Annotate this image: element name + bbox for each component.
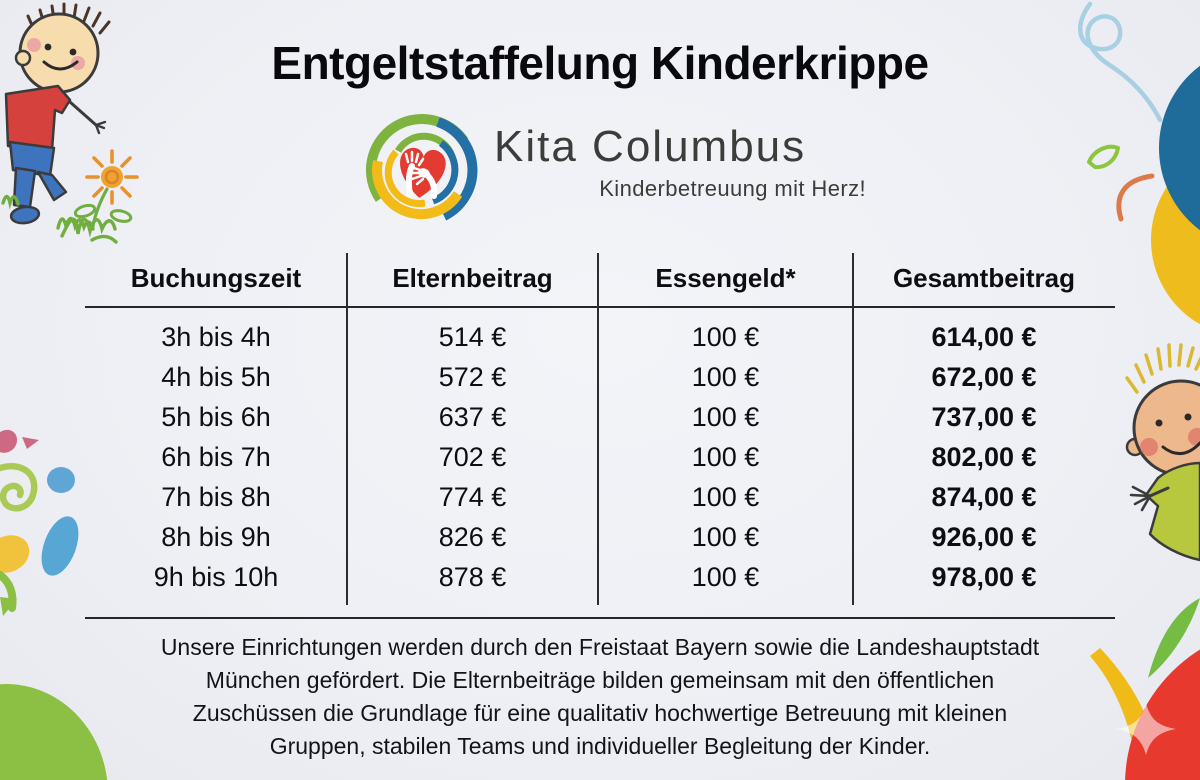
- table-cell-essengeld: 100 €: [691, 441, 760, 472]
- kita-columbus-logo: Kita Columbus Kinderbetreuung mit Herz!: [360, 104, 880, 236]
- table-cell-buchungszeit: 6h bis 7h: [161, 441, 271, 472]
- table-cell-elternbeitrag: 826 €: [438, 521, 507, 552]
- table-cell-gesamtbeitrag: 737,00 €: [931, 401, 1037, 432]
- table-cell-buchungszeit: 9h bis 10h: [153, 561, 279, 592]
- funding-note-line: Unsere Einrichtungen werden durch den Fr…: [160, 634, 1040, 660]
- table-cell-gesamtbeitrag: 614,00 €: [931, 321, 1037, 352]
- table-header-row: Buchungszeit Elternbeitrag Essengeld* Ge…: [85, 250, 1115, 308]
- table-cell-essengeld: 100 €: [691, 401, 760, 432]
- funding-note: Unsere Einrichtungen werden durch den Fr…: [0, 631, 1200, 763]
- table-cell-elternbeitrag: 514 €: [438, 321, 507, 352]
- column-header-buchungszeit: Buchungszeit: [130, 262, 302, 293]
- funding-note-line: Gruppen, stabilen Teams und individuelle…: [269, 733, 931, 759]
- funding-note-line: München gefördert. Die Elternbeiträge bi…: [205, 667, 995, 693]
- column-divider: [852, 253, 854, 605]
- table-row: 4h bis 5h 572 € 100 € 672,00 €: [85, 357, 1115, 397]
- table-cell-gesamtbeitrag: 926,00 €: [931, 521, 1037, 552]
- table-cell-elternbeitrag: 878 €: [438, 561, 507, 592]
- table-cell-elternbeitrag: 572 €: [438, 361, 507, 392]
- logo-text: Kita Columbus Kinderbetreuung mit Herz!: [494, 122, 866, 202]
- table-cell-elternbeitrag: 637 €: [438, 401, 507, 432]
- fee-table: Buchungszeit Elternbeitrag Essengeld* Ge…: [85, 250, 1115, 620]
- kita-columbus-logo-icon: [365, 113, 478, 221]
- table-row: 8h bis 9h 826 € 100 € 926,00 €: [85, 517, 1115, 557]
- table-cell-essengeld: 100 €: [691, 521, 760, 552]
- table-cell-elternbeitrag: 774 €: [438, 481, 507, 512]
- table-row: 5h bis 6h 637 € 100 € 737,00 €: [85, 397, 1115, 437]
- table-cell-essengeld: 100 €: [691, 361, 760, 392]
- table-cell-buchungszeit: 4h bis 5h: [161, 361, 271, 392]
- table-cell-buchungszeit: 8h bis 9h: [161, 521, 271, 552]
- table-cell-elternbeitrag: 702 €: [438, 441, 507, 472]
- table-cell-essengeld: 100 €: [691, 321, 760, 352]
- table-cell-gesamtbeitrag: 874,00 €: [931, 481, 1037, 512]
- table-cell-buchungszeit: 7h bis 8h: [161, 481, 271, 512]
- column-header-elternbeitrag: Elternbeitrag: [392, 262, 553, 293]
- column-header-essengeld: Essengeld*: [655, 262, 796, 293]
- table-cell-gesamtbeitrag: 978,00 €: [931, 561, 1037, 592]
- table-cell-essengeld: 100 €: [691, 561, 760, 592]
- column-divider: [597, 253, 599, 605]
- table-row: 7h bis 8h 774 € 100 € 874,00 €: [85, 477, 1115, 517]
- table-row: 9h bis 10h 878 € 100 € 978,00 €: [85, 557, 1115, 597]
- logo-tagline: Kinderbetreuung mit Herz!: [599, 176, 866, 201]
- funding-note-line: Zuschüssen die Grundlage für eine qualit…: [192, 700, 1008, 726]
- table-cell-gesamtbeitrag: 802,00 €: [931, 441, 1037, 472]
- column-header-gesamtbeitrag: Gesamtbeitrag: [892, 262, 1076, 293]
- table-row: 6h bis 7h 702 € 100 € 802,00 €: [85, 437, 1115, 477]
- table-cell-essengeld: 100 €: [691, 481, 760, 512]
- table-cell-gesamtbeitrag: 672,00 €: [931, 361, 1037, 392]
- table-bottom-rule: [85, 617, 1115, 619]
- column-divider: [346, 253, 348, 605]
- page-title: Entgeltstaffelung Kinderkrippe: [271, 37, 929, 89]
- table-cell-buchungszeit: 3h bis 4h: [161, 321, 271, 352]
- table-row: 3h bis 4h 514 € 100 € 614,00 €: [85, 317, 1115, 357]
- logo-name: Kita Columbus: [494, 122, 807, 171]
- table-body: 3h bis 4h 514 € 100 € 614,00 € 4h bis 5h 572 …: [85, 308, 1115, 597]
- table-cell-buchungszeit: 5h bis 6h: [161, 401, 271, 432]
